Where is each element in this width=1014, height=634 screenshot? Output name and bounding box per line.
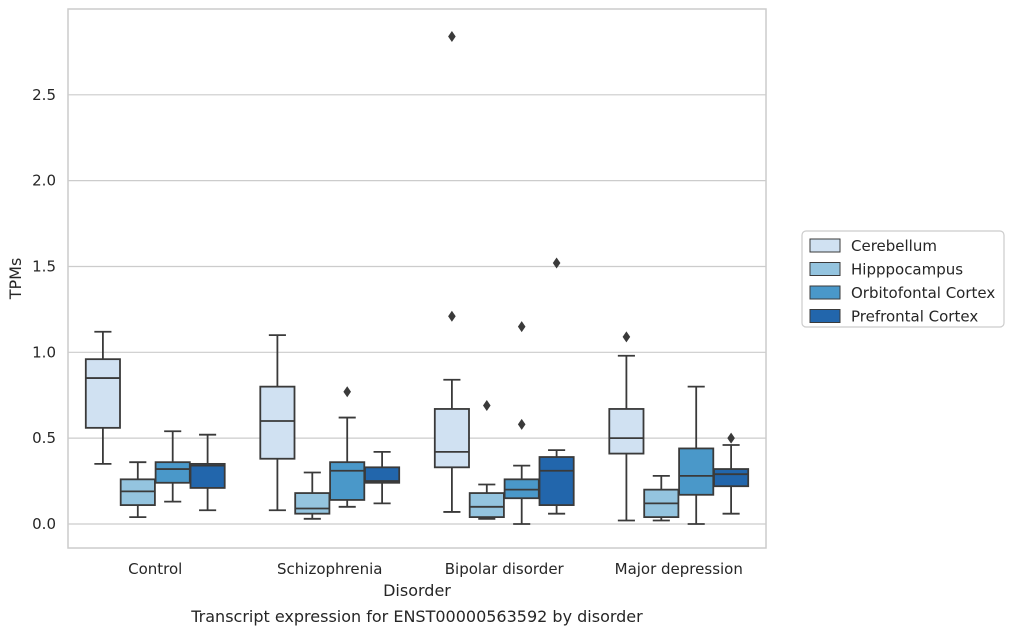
box-iqr <box>259 385 296 460</box>
box-iqr <box>294 492 331 515</box>
y-tick-label: 0.0 <box>32 515 56 533</box>
legend-item: Hipppocampus <box>809 261 963 279</box>
box-iqr <box>329 461 366 501</box>
box-iqr <box>433 408 470 469</box>
box-hipppocampus-0 <box>119 461 156 519</box>
outlier-point <box>448 30 456 42</box>
legend-swatch <box>809 309 841 323</box>
grid-lines <box>68 94 766 525</box>
y-tick-label: 2.0 <box>32 172 56 190</box>
box-orbitofontal-cortex-1 <box>329 386 366 508</box>
outlier-point <box>552 257 561 269</box>
box-hipppocampus-1 <box>294 471 331 520</box>
box-orbitofontal-cortex-2 <box>503 321 540 525</box>
outlier-point <box>343 386 351 398</box>
box-prefrontal-cortex-0 <box>189 433 226 512</box>
box-prefrontal-cortex-1 <box>364 450 401 505</box>
box-prefrontal-cortex-2 <box>538 257 575 515</box>
y-tick-label: 0.5 <box>32 429 56 447</box>
legend-swatch <box>809 238 841 253</box>
outlier-point <box>727 432 735 444</box>
y-tick-label: 2.5 <box>32 86 56 104</box>
box-prefrontal-cortex-3 <box>713 432 750 515</box>
legend-item: Cerebellum <box>809 237 937 255</box>
box-hipppocampus-2 <box>468 400 505 520</box>
x-tick-label: Major depression <box>615 560 743 578</box>
chart-caption: Transcript expression for ENST0000056359… <box>190 607 643 626</box>
legend-label: Cerebellum <box>851 237 937 255</box>
legend-label: Prefrontal Cortex <box>851 308 978 326</box>
box-iqr <box>468 492 505 519</box>
outlier-point <box>448 310 456 322</box>
box-iqr <box>608 408 645 455</box>
x-tick-labels: Control Schizophrenia Bipolar disorder Majo… <box>128 560 743 578</box>
box-iqr <box>364 466 401 484</box>
outlier-point <box>483 400 491 412</box>
y-tick-label: 1.0 <box>32 343 56 361</box>
y-tick-label: 1.5 <box>32 257 56 275</box>
x-axis-label: Disorder <box>383 581 451 600</box>
box-iqr <box>713 468 750 488</box>
box-iqr <box>154 461 191 484</box>
legend: Cerebellum Hipppocampus Orbitofontal Corte… <box>801 230 1005 328</box>
box-hipppocampus-3 <box>643 475 680 522</box>
legend-item: Prefrontal Cortex <box>809 308 978 326</box>
legend-label: Hipppocampus <box>851 261 963 279</box>
box-cerebellum-1 <box>259 334 296 512</box>
box-elements <box>84 30 750 525</box>
box-iqr <box>678 447 715 496</box>
box-iqr <box>538 456 575 506</box>
y-axis-label: TPMs <box>6 258 25 301</box>
legend-frame <box>801 230 1005 328</box>
box-cerebellum-3 <box>608 331 645 522</box>
y-tick-labels: 0.0 0.5 1.0 1.5 2.0 2.5 <box>32 86 56 533</box>
legend-label: Orbitofontal Cortex <box>851 284 995 302</box>
outlier-point <box>517 418 526 430</box>
box-cerebellum-2 <box>433 30 470 513</box>
outlier-point <box>622 331 631 343</box>
legend-item: Orbitofontal Cortex <box>809 284 995 302</box>
outlier-point <box>517 321 526 333</box>
legend-swatch <box>809 262 841 276</box>
x-tick-label: Schizophrenia <box>277 560 382 578</box>
legend-swatch <box>809 285 841 300</box>
x-tick-label: Bipolar disorder <box>445 560 565 578</box>
box-iqr <box>189 462 226 489</box>
plot-frame <box>67 8 767 549</box>
x-tick-label: Control <box>128 560 182 578</box>
box-cerebellum-0 <box>84 330 121 465</box>
box-iqr <box>84 358 121 429</box>
box-orbitofontal-cortex-0 <box>154 430 191 503</box>
